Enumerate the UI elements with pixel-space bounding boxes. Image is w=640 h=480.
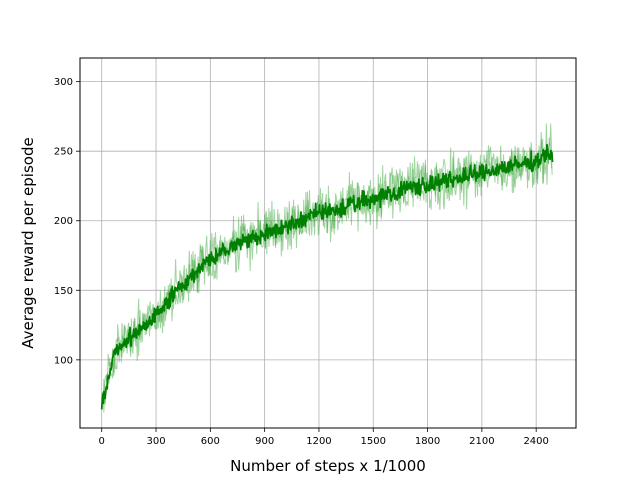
band-trace [101, 123, 553, 405]
y-tick-label: 250 [54, 147, 73, 158]
y-tick-label: 100 [54, 355, 73, 366]
x-axis-label: Number of steps x 1/1000 [230, 457, 426, 475]
x-tick-label: 2400 [523, 436, 548, 447]
y-axis-ticks: 100 150 200 250 300 [54, 77, 80, 366]
x-axis-ticks: 0 300 600 900 1200 1500 1800 2100 2400 [99, 428, 549, 447]
gridlines [80, 58, 576, 428]
x-tick-label: 1200 [306, 436, 331, 447]
y-tick-label: 300 [54, 77, 73, 88]
x-tick-label: 2100 [469, 436, 494, 447]
y-axis-label: Average reward per episode [19, 137, 37, 348]
x-tick-label: 600 [201, 436, 220, 447]
x-tick-label: 0 [99, 436, 105, 447]
y-tick-label: 150 [54, 286, 73, 297]
plot-frame [79, 57, 577, 429]
x-tick-label: 1800 [415, 436, 440, 447]
reward-mean-series [100, 143, 554, 410]
mean-trace [100, 143, 554, 410]
x-tick-label: 300 [146, 436, 165, 447]
y-tick-label: 200 [54, 216, 73, 227]
x-tick-label: 900 [255, 436, 274, 447]
x-tick-label: 1500 [361, 436, 386, 447]
reward-variance-band [101, 123, 553, 413]
band-trace [101, 123, 553, 413]
